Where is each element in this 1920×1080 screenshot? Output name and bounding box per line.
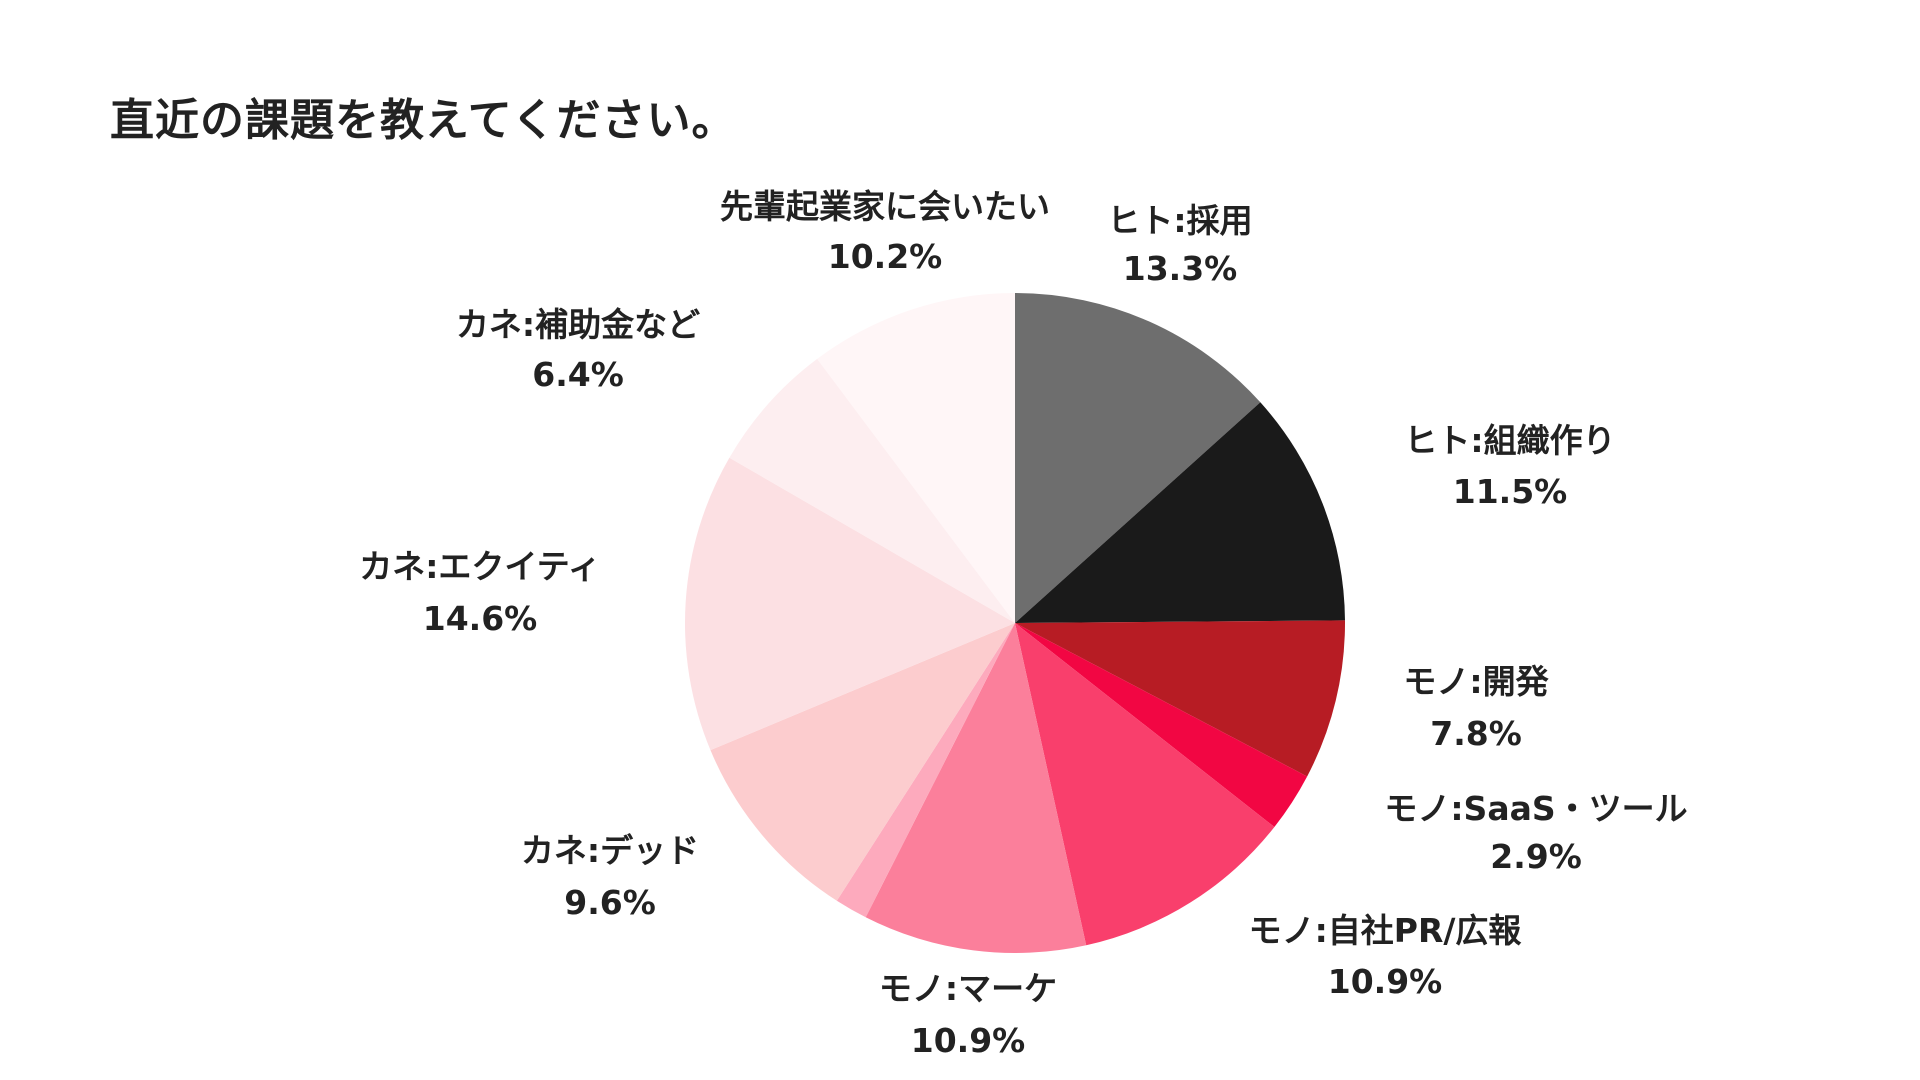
pie-slice xyxy=(1015,620,1345,777)
chart-title: 直近の課題を教えてください。 xyxy=(110,95,737,146)
pie-slice xyxy=(1015,402,1345,623)
pie-slice xyxy=(1015,623,1275,946)
slice-category-label: 先輩起業家に会いたい xyxy=(720,187,1050,226)
slice-value-label: 14.6% xyxy=(423,599,538,638)
pie-slice xyxy=(1015,293,1261,623)
slice-category-label: モノ:マーケ xyxy=(879,969,1057,1008)
pie-slice xyxy=(710,623,1015,901)
pie-slices xyxy=(685,293,1345,954)
slice-value-label: 10.9% xyxy=(1328,962,1443,1001)
pie-slice xyxy=(817,293,1015,623)
slice-value-label: 10.9% xyxy=(911,1021,1026,1060)
slice-category-label: カネ:デッド xyxy=(521,831,699,870)
slice-category-label: カネ:エクイティ xyxy=(359,547,601,586)
slice-value-label: 7.8% xyxy=(1430,714,1522,753)
pie-slice xyxy=(685,457,1015,751)
slice-value-label: 13.3% xyxy=(1123,249,1238,288)
pie-labels: ヒト:採用 13.3% ヒト:組織作り 11.5% モノ:開発 7.8% モノ:SaaS・ツ… xyxy=(359,187,1687,1060)
slice-value-label: 11.5% xyxy=(1453,472,1568,511)
slice-category-label: モノ:SaaS・ツール xyxy=(1384,789,1687,828)
slice-category-label: モノ:自社PR/広報 xyxy=(1249,911,1522,950)
pie-slice xyxy=(729,358,1015,623)
slice-category-label: ヒト:組織作り xyxy=(1404,421,1615,460)
slice-category-label: カネ:補助金など xyxy=(456,305,700,344)
slice-value-label: 10.2% xyxy=(828,237,943,276)
pie-slice xyxy=(836,623,1015,918)
pie-slice xyxy=(1015,623,1308,827)
slice-category-label: ヒト:採用 xyxy=(1107,201,1252,240)
slice-category-label: モノ:開発 xyxy=(1403,662,1549,701)
slice-value-label: 9.6% xyxy=(564,883,656,922)
pie-slice xyxy=(865,623,1087,954)
slice-value-label: 6.4% xyxy=(532,355,624,394)
slice-value-label: 2.9% xyxy=(1490,837,1582,876)
